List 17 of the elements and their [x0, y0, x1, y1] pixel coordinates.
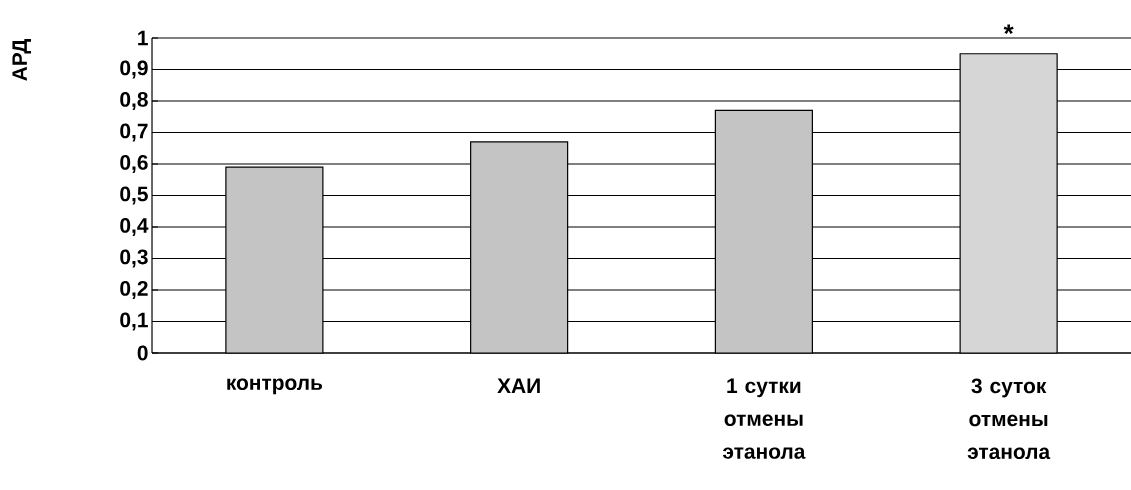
y-tick-label: 0,3	[120, 249, 148, 268]
y-axis-title: АРД	[12, 39, 32, 81]
y-tick-label: 0	[137, 345, 148, 361]
y-tick-label: 0,7	[120, 123, 148, 142]
y-tick-label: 0,8	[120, 92, 148, 110]
y-tick-label: 0,1	[120, 312, 148, 331]
y-tick-label: 1	[138, 30, 148, 46]
annotation: *	[1003, 24, 1014, 35]
x-tick-label: 3 суток отмены этанола	[967, 378, 1051, 460]
x-tick-label: контроль	[227, 378, 323, 395]
y-tick-label: 0,9	[120, 60, 148, 79]
y-tick-label: 0,4	[120, 218, 149, 236]
y-tick-label: 0,6	[120, 155, 148, 173]
y-tick-label: 0,2	[120, 281, 148, 299]
x-tick-label: ХАИ	[497, 378, 540, 393]
y-tick-label: 0,5	[120, 186, 148, 205]
x-tick-label: 1 сутки отмены этанола	[722, 378, 806, 459]
